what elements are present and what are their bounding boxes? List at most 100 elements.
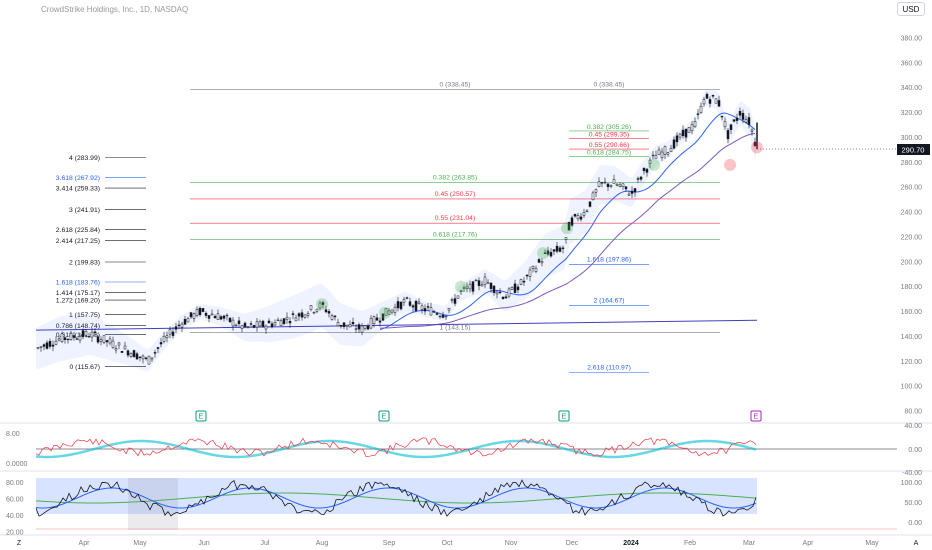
- candle-body: [165, 335, 169, 338]
- time-axis[interactable]: Apr May Jun Jul Aug Sep Oct Nov Dec 2024 Feb Mar Apr…: [79, 540, 880, 547]
- candle-body: [153, 352, 157, 354]
- candle-body: [732, 119, 736, 122]
- candle-body: [414, 300, 418, 311]
- auto-scale-icon[interactable]: A: [913, 540, 919, 547]
- ind1-wave: [35, 439, 757, 459]
- ind2-left-label: 80.00: [6, 480, 24, 487]
- fib-retracement[interactable]: 0 (338.45) 0 (338.45) 0.382 (263.85) 0.45 (…: [190, 82, 720, 373]
- price-tick-label: 140.00: [901, 334, 923, 341]
- price-tick-label: 80.00: [904, 409, 922, 416]
- time-tick-label: Apr: [803, 540, 815, 547]
- currency-button[interactable]: USD: [897, 2, 925, 16]
- ind1-left-label: 8.00: [6, 431, 20, 438]
- candle-body: [540, 261, 544, 264]
- candle-body: [459, 290, 463, 292]
- time-tick-label: Nov: [505, 540, 518, 547]
- candle-body: [282, 318, 286, 325]
- ind2-left-label: 60.00: [6, 497, 24, 504]
- candle-body: [741, 113, 745, 120]
- price-tick-label: 100.00: [901, 384, 923, 391]
- candle-body: [207, 315, 211, 319]
- candle-body: [570, 217, 574, 226]
- stoch-band: [36, 478, 757, 514]
- fib-left-label: 0.786 (148.74): [56, 323, 100, 330]
- candle-body: [600, 182, 604, 184]
- fib-ext-label: 2.618 (110.97): [587, 364, 631, 371]
- candle-body: [606, 183, 610, 188]
- candle-body: [690, 124, 694, 132]
- fib-left-label: 1.414 (175.17): [56, 290, 100, 297]
- candle-body: [672, 139, 676, 149]
- earnings-marker: [558, 410, 570, 422]
- price-tick-label: 260.00: [901, 185, 923, 192]
- fib-left-label: 3.414 (259.33): [56, 186, 100, 193]
- candle-body: [588, 201, 592, 207]
- candle-body: [261, 320, 265, 327]
- fib-left-label: 2 (199.83): [69, 260, 100, 267]
- highlight-red: [751, 141, 763, 154]
- indicator-pane-2[interactable]: 80.00 60.00 40.00 20.00 100.00 50.00 0.00: [6, 478, 922, 537]
- candle-body: [639, 176, 643, 180]
- candle-body: [423, 308, 427, 312]
- candle-body: [48, 341, 52, 347]
- earnings-marker: [750, 410, 762, 422]
- candle-body: [39, 346, 43, 348]
- candle-body: [651, 154, 655, 157]
- candle-body: [162, 335, 166, 342]
- candle-body: [51, 344, 55, 347]
- candle-body: [264, 325, 268, 330]
- price-tick-label: 180.00: [901, 284, 923, 291]
- candle-body: [471, 281, 475, 292]
- fib-left-label: 0.618 (141.68): [56, 332, 100, 339]
- candle-body: [432, 311, 436, 313]
- candle-body: [708, 99, 712, 104]
- fib-ext-label: 1.618 (197.86): [587, 256, 631, 263]
- candle-body: [681, 129, 685, 136]
- candle-body: [450, 299, 454, 302]
- candle-body: [54, 340, 58, 345]
- candle-body: [339, 324, 343, 327]
- candle-body: [255, 321, 259, 328]
- candle-body: [489, 282, 493, 289]
- candle-body: [555, 245, 559, 252]
- price-axis[interactable]: 380.00 360.00 340.00 320.00 300.00 280.00 260.…: [901, 36, 923, 416]
- candle-body: [273, 322, 277, 326]
- fib-extension-left[interactable]: 4 (283.99) 3.618 (267.92) 3.414 (259.33) 3 …: [56, 155, 146, 371]
- candle-body: [357, 324, 361, 330]
- candle-body: [72, 335, 76, 338]
- indicator-pane-1[interactable]: 8.00 0.0000 40.00 0.00 -40.00: [6, 423, 922, 477]
- ind2-left-label: 20.00: [6, 530, 24, 537]
- candle-body: [351, 322, 355, 325]
- candle-body: [738, 111, 742, 116]
- time-tick-label: Mar: [743, 540, 756, 547]
- time-tick-label: Dec: [566, 540, 579, 547]
- candle-body: [462, 286, 466, 290]
- candle-body: [222, 315, 226, 319]
- candle-body: [744, 119, 748, 123]
- candle-body: [378, 320, 382, 323]
- price-tick-label: 320.00: [901, 110, 923, 117]
- candle-body: [510, 286, 514, 290]
- candle-body: [372, 316, 376, 324]
- candle-body: [123, 345, 127, 350]
- price-tick-label: 360.00: [901, 60, 923, 67]
- ma-blue-line: [379, 112, 756, 331]
- candle-body: [435, 313, 439, 315]
- candle-body: [102, 335, 106, 343]
- candle-body: [201, 308, 205, 312]
- candle-body: [693, 121, 697, 127]
- candle-body: [300, 312, 304, 318]
- candle-body: [558, 247, 562, 252]
- candle-body: [531, 265, 535, 269]
- candle-body: [192, 313, 196, 319]
- candle-body: [417, 301, 421, 304]
- candle-body: [456, 295, 460, 299]
- candle-body: [183, 319, 187, 325]
- zoom-icon[interactable]: Z: [16, 540, 22, 547]
- candle-body: [390, 309, 394, 313]
- candle-body: [129, 353, 133, 357]
- symbol-title[interactable]: CrowdStrike Holdings, Inc., 1D, NASDAQ: [41, 5, 189, 14]
- candle-body: [567, 222, 571, 231]
